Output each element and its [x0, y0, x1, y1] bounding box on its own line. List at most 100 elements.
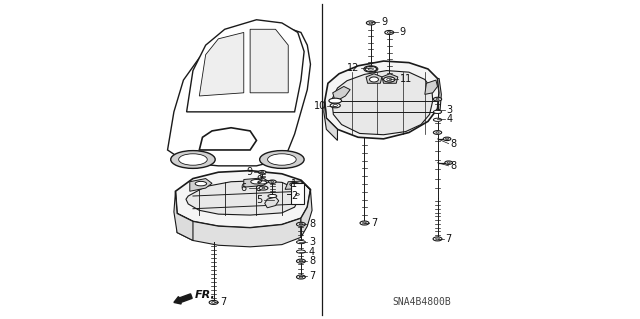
Text: 9: 9 — [381, 17, 387, 27]
Polygon shape — [250, 29, 288, 93]
Text: 10: 10 — [314, 100, 326, 110]
Ellipse shape — [433, 110, 442, 114]
Ellipse shape — [271, 181, 274, 182]
Ellipse shape — [268, 195, 277, 197]
Ellipse shape — [433, 97, 442, 101]
Ellipse shape — [269, 180, 276, 183]
Polygon shape — [382, 74, 398, 83]
Ellipse shape — [171, 151, 215, 168]
Ellipse shape — [433, 131, 442, 134]
Ellipse shape — [436, 238, 440, 240]
Ellipse shape — [387, 78, 392, 81]
FancyArrow shape — [174, 294, 192, 304]
Text: 8: 8 — [450, 161, 456, 171]
Ellipse shape — [268, 154, 296, 165]
Ellipse shape — [445, 138, 449, 140]
Text: 1: 1 — [291, 179, 297, 189]
Ellipse shape — [290, 182, 300, 186]
Polygon shape — [425, 80, 438, 94]
Ellipse shape — [209, 300, 218, 304]
Polygon shape — [324, 61, 439, 139]
Text: 4: 4 — [309, 247, 315, 256]
Polygon shape — [199, 33, 244, 96]
Polygon shape — [186, 181, 300, 215]
Ellipse shape — [179, 154, 207, 165]
Text: SNA4B4800B: SNA4B4800B — [392, 297, 451, 308]
Text: 9: 9 — [246, 167, 252, 177]
Ellipse shape — [296, 259, 305, 263]
Ellipse shape — [385, 30, 394, 34]
Ellipse shape — [369, 22, 372, 24]
Ellipse shape — [259, 170, 266, 174]
Ellipse shape — [364, 66, 378, 72]
Ellipse shape — [260, 151, 304, 168]
Text: 2: 2 — [291, 191, 297, 201]
Ellipse shape — [387, 32, 391, 33]
Polygon shape — [265, 197, 278, 208]
Text: 4: 4 — [447, 114, 452, 124]
Ellipse shape — [330, 103, 340, 108]
Text: 3: 3 — [309, 237, 315, 247]
Ellipse shape — [447, 162, 450, 163]
Bar — [291, 183, 304, 204]
Polygon shape — [174, 191, 193, 241]
Ellipse shape — [333, 105, 337, 107]
Polygon shape — [366, 74, 382, 83]
Ellipse shape — [299, 260, 303, 262]
Ellipse shape — [433, 237, 442, 241]
Polygon shape — [187, 20, 304, 112]
Ellipse shape — [360, 221, 369, 225]
Ellipse shape — [296, 222, 305, 226]
Text: 9: 9 — [256, 175, 262, 185]
Ellipse shape — [436, 99, 439, 100]
Polygon shape — [332, 70, 433, 135]
Ellipse shape — [260, 172, 264, 173]
Text: 8: 8 — [450, 139, 456, 149]
Polygon shape — [438, 78, 442, 110]
Text: 8: 8 — [309, 219, 315, 229]
Text: 7: 7 — [309, 271, 315, 281]
Polygon shape — [175, 171, 310, 228]
Ellipse shape — [299, 276, 303, 278]
Ellipse shape — [383, 77, 395, 82]
Text: 3: 3 — [447, 105, 452, 115]
Text: FR.: FR. — [195, 290, 215, 300]
Ellipse shape — [262, 187, 265, 189]
Ellipse shape — [366, 21, 375, 25]
Ellipse shape — [444, 137, 451, 141]
Ellipse shape — [299, 223, 303, 225]
Text: 11: 11 — [400, 74, 412, 85]
Ellipse shape — [296, 250, 305, 253]
Polygon shape — [244, 178, 269, 187]
Ellipse shape — [259, 186, 268, 190]
Ellipse shape — [433, 118, 442, 122]
Ellipse shape — [258, 181, 267, 184]
Text: 7: 7 — [371, 218, 377, 228]
Ellipse shape — [251, 180, 262, 184]
Ellipse shape — [257, 186, 262, 191]
Ellipse shape — [436, 132, 439, 133]
Ellipse shape — [296, 194, 300, 195]
Ellipse shape — [195, 182, 207, 186]
Polygon shape — [177, 213, 301, 247]
Ellipse shape — [362, 222, 366, 224]
Ellipse shape — [212, 301, 216, 303]
Ellipse shape — [296, 241, 305, 244]
Ellipse shape — [365, 66, 376, 71]
Ellipse shape — [369, 77, 378, 82]
Polygon shape — [190, 179, 212, 191]
Ellipse shape — [385, 77, 394, 82]
Text: 5: 5 — [257, 195, 263, 205]
Text: 9: 9 — [399, 27, 406, 37]
Text: 7: 7 — [220, 297, 226, 307]
Polygon shape — [285, 181, 304, 189]
Polygon shape — [168, 26, 310, 166]
Ellipse shape — [445, 161, 452, 164]
Ellipse shape — [329, 98, 342, 103]
Polygon shape — [333, 86, 350, 102]
Text: 6: 6 — [241, 183, 247, 193]
Polygon shape — [324, 101, 337, 140]
Ellipse shape — [368, 68, 373, 70]
Polygon shape — [301, 180, 312, 237]
Ellipse shape — [296, 275, 305, 279]
